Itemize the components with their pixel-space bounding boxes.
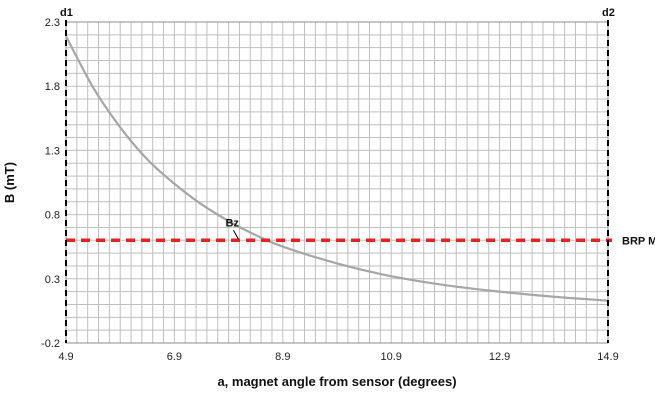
series-line-bz <box>65 35 609 302</box>
x-tick-label: 6.9 <box>167 351 182 363</box>
threshold-label: BRP M <box>622 235 655 247</box>
x-tick-label: 8.9 <box>275 351 290 363</box>
series-layer <box>65 35 609 302</box>
annotation-bz: Bz <box>225 217 239 229</box>
x-tick-label: 12.9 <box>489 351 510 363</box>
y-tick-label: -0.2 <box>41 338 60 350</box>
y-tick-label: 2.3 <box>45 17 60 29</box>
overlay-layer: BRP M d1 d2 Bz <box>60 7 655 343</box>
vline-label-d2: d2 <box>602 7 615 19</box>
y-tick-label: 0.3 <box>45 274 60 286</box>
tick-labels: 4.9 6.9 8.9 10.9 12.9 14.9 -0.2 0.3 0.8 1.3 1.8 2.3 <box>41 17 619 363</box>
x-tick-label: 14.9 <box>597 351 618 363</box>
y-tick-label: 1.3 <box>45 145 60 157</box>
y-tick-label: 0.8 <box>45 210 60 222</box>
y-axis-title: B (mT) <box>2 162 17 203</box>
x-tick-label: 4.9 <box>58 351 73 363</box>
x-tick-label: 10.9 <box>380 351 401 363</box>
y-tick-label: 1.8 <box>45 81 60 93</box>
vline-label-d1: d1 <box>60 7 73 19</box>
annotation-leader <box>233 230 239 240</box>
x-axis-title: a, magnet angle from sensor (degrees) <box>217 374 456 389</box>
